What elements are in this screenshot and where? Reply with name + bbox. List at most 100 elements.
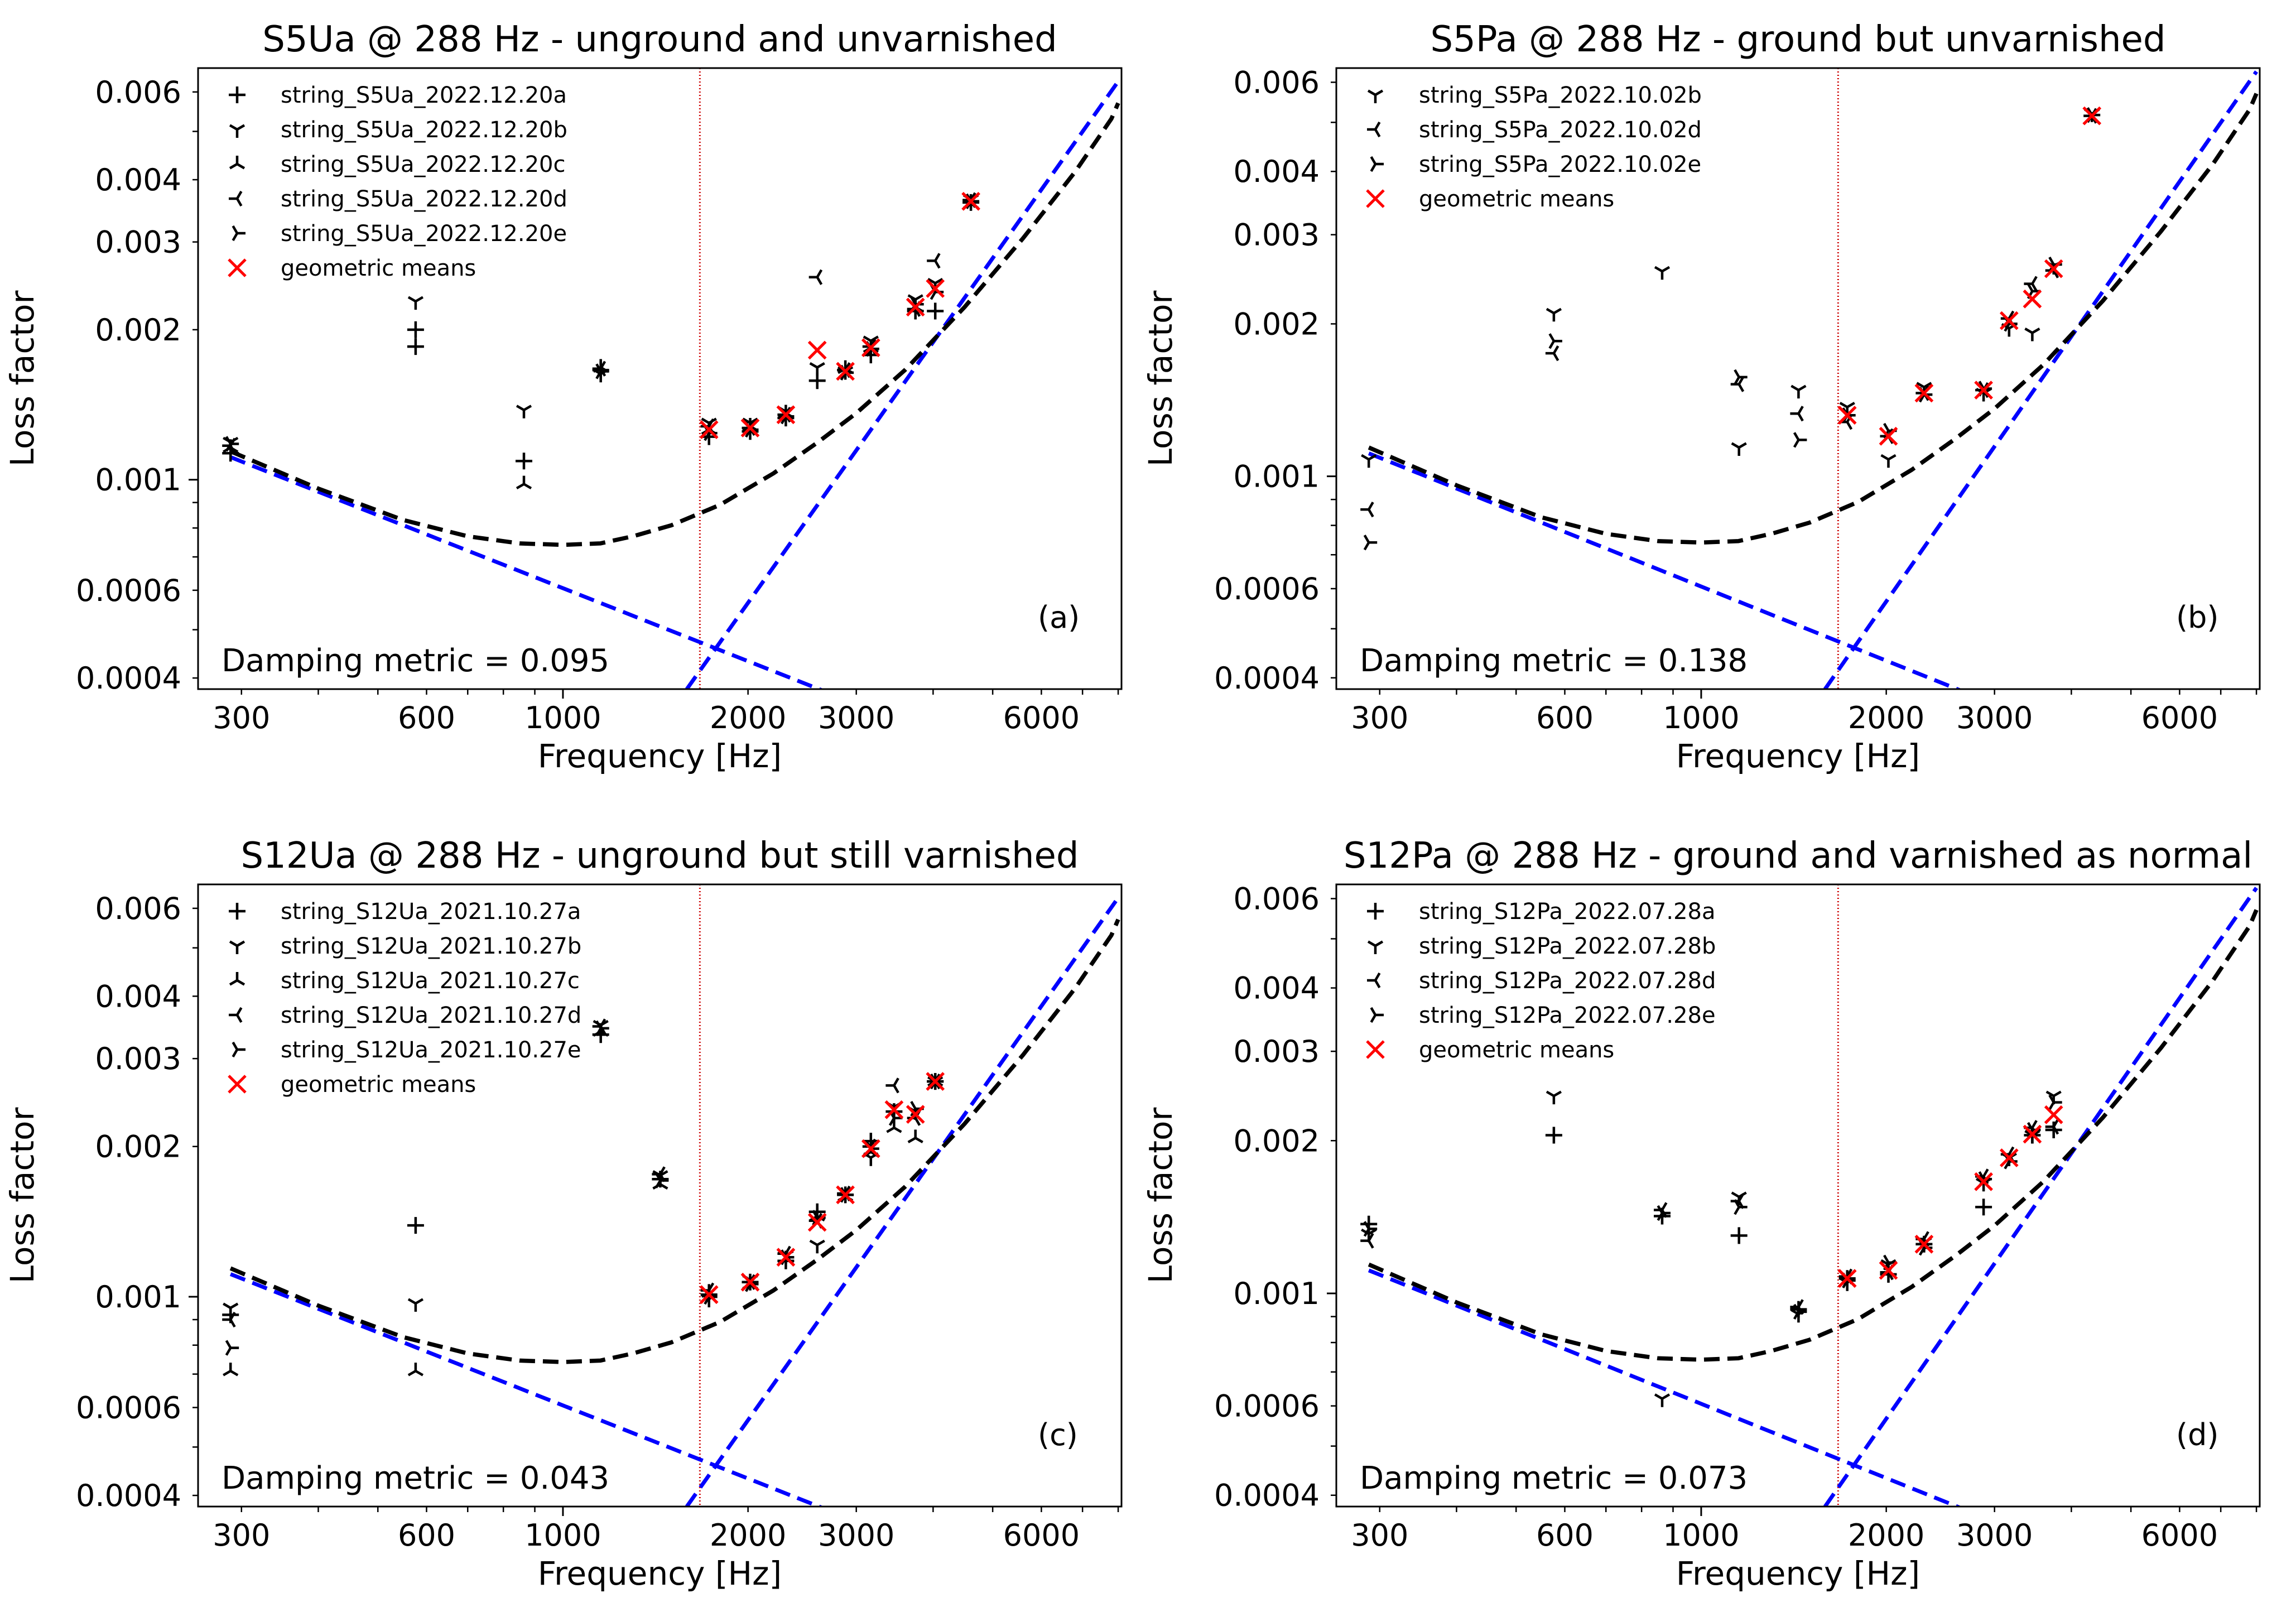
data-point	[1363, 1221, 1378, 1237]
axes-frame	[1335, 883, 2261, 1508]
mean-point	[2082, 106, 2101, 126]
legend-label: string_S12Ua_2021.10.27a	[281, 899, 581, 925]
damping-metric: Damping metric = 0.073	[1360, 1460, 1748, 1496]
data-point	[927, 302, 944, 320]
y-tick-label: 0.001	[1233, 459, 1320, 494]
legend: string_S12Pa_2022.07.28a string_S12Pa_202…	[1366, 899, 1716, 1063]
y-axis-label: Loss factor	[3, 291, 41, 467]
data-point	[2045, 1119, 2059, 1135]
data-point	[1790, 406, 1804, 422]
y-axis-label: Loss factor	[1142, 1108, 1180, 1284]
mean-point	[861, 338, 880, 357]
data-point	[1654, 1393, 1671, 1407]
series-tri_left	[1360, 1119, 2059, 1315]
mean-point	[1974, 1172, 1993, 1191]
mean-point	[740, 418, 760, 437]
y-tick-label: 0.006	[95, 891, 181, 926]
mean-point	[836, 362, 855, 381]
data-point	[2024, 328, 2040, 341]
x-tick-label: 600	[1536, 700, 1594, 735]
legend-label: geometric means	[281, 1072, 476, 1098]
mean-point	[2023, 1124, 2042, 1144]
asymptote-low-line	[229, 1272, 825, 1507]
mean-point	[1879, 1260, 1898, 1280]
legend-label: string_S5Pa_2022.10.02e	[1419, 152, 1701, 177]
mean-point	[776, 1248, 796, 1267]
data-point	[516, 475, 532, 490]
x-tick-label: 3000	[818, 700, 894, 735]
y-tick-label: 0.0006	[76, 573, 181, 608]
x-axis-label: Frequency [Hz]	[1676, 737, 1920, 775]
mean-point	[740, 1273, 760, 1292]
mean-point	[884, 1100, 904, 1119]
data-point	[2048, 1094, 2062, 1110]
data-point	[223, 1363, 239, 1377]
legend-label: string_S5Pa_2022.10.02b	[1419, 83, 1702, 108]
y-tick-label: 0.006	[1233, 881, 1320, 916]
axes-frame	[197, 67, 1123, 690]
legend-label: string_S5Ua_2022.12.20b	[281, 117, 567, 143]
legend-marker-tri_left	[1367, 972, 1381, 989]
legend-label: string_S12Ua_2021.10.27e	[281, 1037, 581, 1063]
data-point	[1546, 1090, 1562, 1105]
legend-label: geometric means	[281, 256, 476, 281]
legend-marker-tri_right	[232, 225, 246, 242]
panel-d: S12Pa @ 288 Hz - ground and varnished as…	[1142, 835, 2261, 1592]
mean-point	[926, 279, 945, 298]
x-tick-label: 300	[213, 700, 270, 735]
panel-label: (c)	[1038, 1417, 1078, 1452]
data-point	[907, 1129, 923, 1143]
series-plus	[1360, 1122, 2062, 1318]
data-point	[1546, 307, 1562, 322]
data-point	[1657, 1205, 1671, 1221]
legend-marker-tri_down	[1367, 89, 1384, 103]
y-tick-label: 0.0006	[76, 1390, 181, 1426]
x-tick-label: 300	[213, 1518, 270, 1553]
data-point	[225, 1340, 239, 1356]
legend-label: string_S12Pa_2022.07.28a	[1419, 899, 1715, 925]
means-overlay	[1837, 1105, 2063, 1288]
x-tick-label: 1000	[524, 1518, 601, 1553]
x-tick-label: 6000	[1003, 1518, 1080, 1553]
panel-label: (b)	[2176, 600, 2218, 635]
mean-point	[906, 1105, 925, 1124]
x-tick-label: 2000	[710, 700, 786, 735]
data-point	[1734, 369, 1748, 386]
x-tick-label: 600	[398, 1518, 455, 1553]
x-tick-label: 6000	[1003, 700, 1080, 735]
y-tick-label: 0.0006	[1214, 571, 1320, 607]
mean-point	[2023, 290, 2042, 309]
plot-area	[1360, 68, 2259, 689]
y-tick-label: 0.002	[1233, 1123, 1320, 1158]
legend-marker-tri_down	[229, 124, 246, 138]
series-tri_right	[1363, 1094, 2062, 1320]
damping-metric: Damping metric = 0.095	[222, 643, 609, 679]
x-tick-label: 3000	[818, 1518, 894, 1553]
mean-point	[807, 1212, 827, 1232]
data-point	[1545, 345, 1559, 362]
mean-point	[699, 1285, 719, 1304]
x-tick-label: 600	[398, 700, 455, 735]
series-tri_down	[223, 1019, 944, 1316]
mean-point	[2000, 311, 2019, 330]
data-point	[1880, 454, 1897, 468]
data-point	[1545, 1127, 1562, 1144]
legend-marker-x	[1366, 189, 1385, 208]
x-tick-label: 1000	[1663, 1518, 1739, 1553]
y-tick-label: 0.004	[95, 162, 181, 198]
legend-marker-tri_left	[229, 190, 243, 207]
x-axis-label: Frequency [Hz]	[538, 737, 782, 775]
data-point	[222, 1311, 236, 1328]
x-tick-label: 2000	[710, 1518, 786, 1553]
mean-point	[906, 297, 925, 317]
x-tick-label: 6000	[2141, 700, 2218, 735]
plot-area	[222, 68, 1120, 689]
y-tick-label: 0.003	[95, 225, 181, 260]
asymptote-high-line	[1823, 70, 2258, 689]
damping-metric: Damping metric = 0.043	[222, 1460, 609, 1496]
data-point	[1734, 1199, 1748, 1215]
chart-title: S5Pa @ 288 Hz - ground but unvarnished	[1430, 19, 2165, 60]
data-point	[1793, 432, 1807, 448]
legend-marker-tri_down	[229, 940, 246, 954]
chart-title: S12Ua @ 288 Hz - unground but still varn…	[241, 835, 1079, 877]
